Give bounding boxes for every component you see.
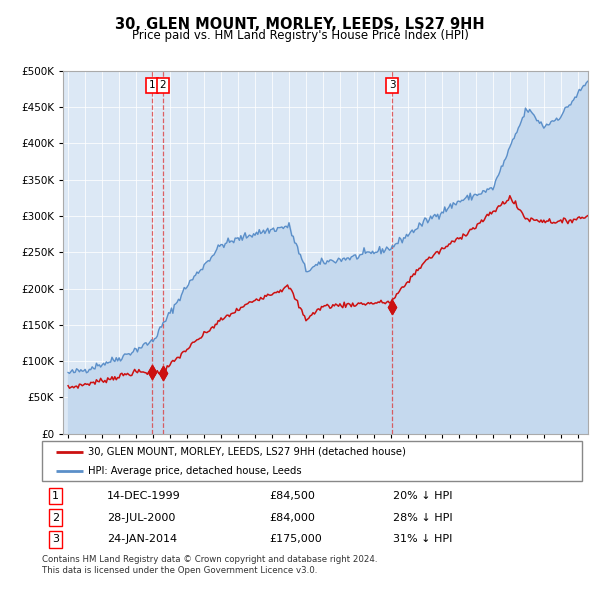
Text: 3: 3 [389,80,395,90]
Text: £84,500: £84,500 [269,491,314,501]
Text: 20% ↓ HPI: 20% ↓ HPI [393,491,452,501]
Text: 30, GLEN MOUNT, MORLEY, LEEDS, LS27 9HH (detached house): 30, GLEN MOUNT, MORLEY, LEEDS, LS27 9HH … [88,447,406,457]
Text: £84,000: £84,000 [269,513,314,523]
Text: 31% ↓ HPI: 31% ↓ HPI [393,535,452,545]
Text: Price paid vs. HM Land Registry's House Price Index (HPI): Price paid vs. HM Land Registry's House … [131,30,469,42]
Text: This data is licensed under the Open Government Licence v3.0.: This data is licensed under the Open Gov… [42,566,317,575]
Text: 2: 2 [160,80,166,90]
Text: Contains HM Land Registry data © Crown copyright and database right 2024.: Contains HM Land Registry data © Crown c… [42,555,377,563]
Text: 30, GLEN MOUNT, MORLEY, LEEDS, LS27 9HH: 30, GLEN MOUNT, MORLEY, LEEDS, LS27 9HH [115,17,485,31]
Text: £175,000: £175,000 [269,535,322,545]
Text: 24-JAN-2014: 24-JAN-2014 [107,535,177,545]
Text: 28% ↓ HPI: 28% ↓ HPI [393,513,452,523]
Text: 14-DEC-1999: 14-DEC-1999 [107,491,181,501]
Text: 1: 1 [52,491,59,501]
Text: 28-JUL-2000: 28-JUL-2000 [107,513,175,523]
Text: 2: 2 [52,513,59,523]
Text: 1: 1 [149,80,155,90]
Text: 3: 3 [52,535,59,545]
Text: HPI: Average price, detached house, Leeds: HPI: Average price, detached house, Leed… [88,466,302,476]
